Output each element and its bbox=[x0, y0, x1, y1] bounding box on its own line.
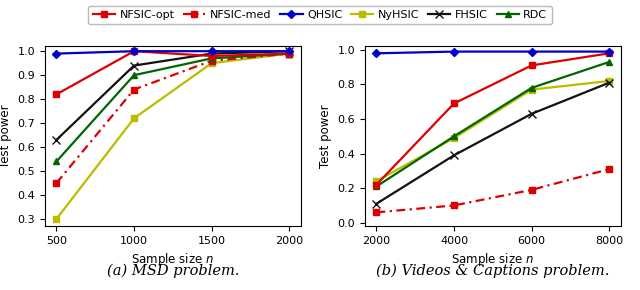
Text: (b) Videos & Captions problem.: (b) Videos & Captions problem. bbox=[376, 264, 609, 278]
Text: (a) MSD problem.: (a) MSD problem. bbox=[106, 264, 239, 278]
Y-axis label: Test power: Test power bbox=[0, 104, 12, 168]
Y-axis label: Test power: Test power bbox=[319, 104, 332, 168]
X-axis label: Sample size $n$: Sample size $n$ bbox=[451, 251, 534, 269]
X-axis label: Sample size $n$: Sample size $n$ bbox=[131, 251, 214, 269]
Legend: NFSIC-opt, NFSIC-med, QHSIC, NyHSIC, FHSIC, RDC: NFSIC-opt, NFSIC-med, QHSIC, NyHSIC, FHS… bbox=[88, 6, 552, 24]
